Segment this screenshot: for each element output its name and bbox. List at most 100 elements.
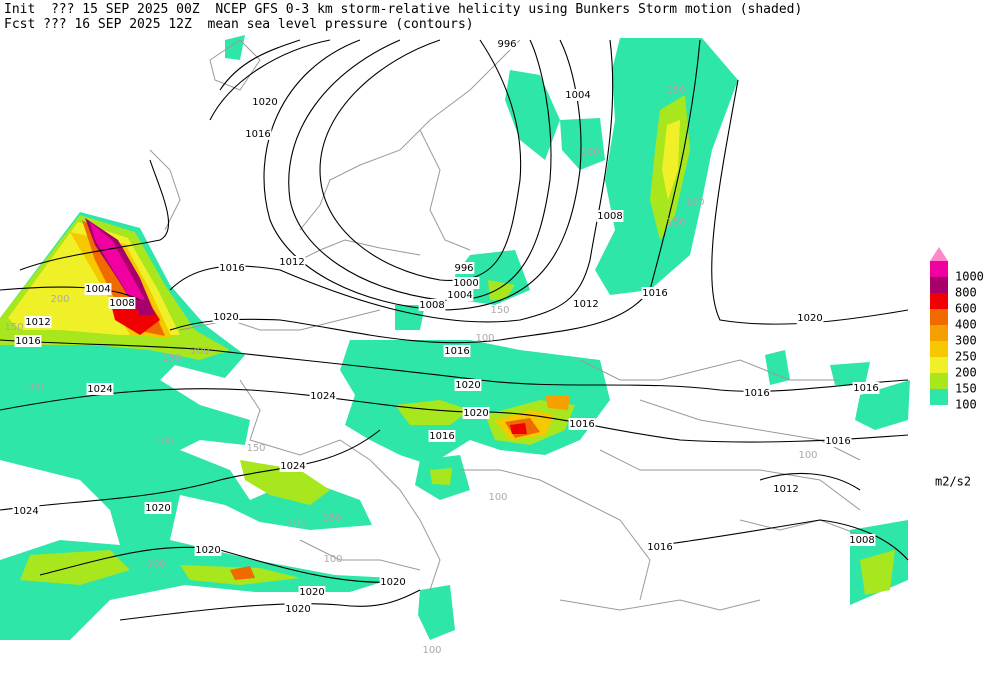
label-bg — [194, 544, 222, 556]
contour-label: 150 — [4, 322, 23, 333]
contour-label: 100 — [146, 559, 165, 570]
contour-label: 100 — [154, 436, 173, 447]
label-bg — [279, 460, 307, 472]
label-bg — [772, 483, 800, 495]
contour-label: 100 — [488, 492, 507, 503]
contour-label: 150 — [322, 513, 341, 524]
contour-label: 1016 — [444, 346, 469, 357]
contour-label: 1020 — [455, 380, 480, 391]
contour-label: 1016 — [219, 263, 244, 274]
label-bg — [244, 128, 272, 140]
label-bg — [452, 277, 480, 289]
label-bg — [309, 390, 337, 402]
legend-swatch — [930, 325, 948, 341]
contour-label: 1024 — [310, 391, 335, 402]
legend-swatch — [930, 389, 948, 405]
label-bg — [646, 541, 674, 553]
label-bg — [848, 534, 876, 546]
label-bg — [568, 418, 596, 430]
label-bg — [218, 262, 246, 274]
label-bg — [564, 89, 592, 101]
label-bg — [86, 383, 114, 395]
contour-label: 1024 — [13, 506, 38, 517]
contour-label: 1016 — [647, 542, 672, 553]
contour-label: 1004 — [447, 290, 472, 301]
legend-label: 200 — [955, 366, 977, 380]
contour-label: 200 — [190, 346, 209, 357]
label-bg — [278, 256, 306, 268]
contour-label: 100 — [422, 645, 441, 656]
label-bg — [641, 287, 669, 299]
contour-label: 1008 — [597, 211, 622, 222]
contour-label: 1012 — [773, 484, 798, 495]
contour-label: 996 — [497, 39, 516, 50]
contour-label: 1016 — [15, 336, 40, 347]
contour-label: 100 — [475, 333, 494, 344]
label-bg — [496, 38, 518, 50]
legend-label: 1000 — [955, 270, 984, 284]
contour-label: 996 — [454, 263, 473, 274]
contour-label: 1008 — [109, 298, 134, 309]
contour-label: 1016 — [744, 388, 769, 399]
legend-swatch — [930, 341, 948, 357]
contour-label: 100 — [580, 147, 599, 158]
label-bg — [428, 430, 456, 442]
contour-label: 100 — [24, 382, 43, 393]
contour-label: 1020 — [252, 97, 277, 108]
contour-label: 1020 — [145, 503, 170, 514]
legend-label: 300 — [955, 334, 977, 348]
label-bg — [572, 298, 600, 310]
contour-label: 100 — [323, 554, 342, 565]
contour-label: 100 — [798, 450, 817, 461]
legend-label: 400 — [955, 318, 977, 332]
label-bg — [454, 379, 482, 391]
legend-label: 600 — [955, 302, 977, 316]
label-bg — [462, 407, 490, 419]
legend-units: m2/s2 — [935, 475, 971, 489]
label-bg — [144, 502, 172, 514]
label-bg — [24, 316, 52, 328]
contour-label: 1008 — [419, 300, 444, 311]
contour-label: 1016 — [569, 419, 594, 430]
contour-label: 1012 — [279, 257, 304, 268]
contour-label: 1024 — [280, 461, 305, 472]
coastlines — [149, 39, 861, 611]
contour-label: 1024 — [87, 384, 112, 395]
contour-label: 1020 — [213, 312, 238, 323]
header-line: Fcst ??? 16 SEP 2025 12Z mean sea level … — [4, 17, 474, 32]
legend-label: 100 — [955, 398, 977, 412]
label-bg — [796, 312, 824, 324]
header-line: Init ??? 15 SEP 2025 00Z NCEP GFS 0-3 km… — [4, 2, 802, 17]
label-bg — [596, 210, 624, 222]
label-bg — [446, 289, 474, 301]
label-bg — [251, 96, 279, 108]
contour-label: 1020 — [463, 408, 488, 419]
label-bg — [12, 505, 40, 517]
contour-label: 150 — [490, 305, 509, 316]
label-bg — [84, 283, 112, 295]
contour-label: 1020 — [285, 604, 310, 615]
contour-label: 1016 — [853, 383, 878, 394]
legend-arrow — [930, 247, 948, 261]
contour-label: 1008 — [849, 535, 874, 546]
label-bg — [418, 299, 446, 311]
contour-label: 1020 — [797, 313, 822, 324]
label-bg — [284, 603, 312, 615]
contour-label: 150 — [666, 85, 685, 96]
label-bg — [743, 387, 771, 399]
label-bg — [379, 576, 407, 588]
label-bg — [443, 345, 471, 357]
legend-swatch — [930, 309, 948, 325]
contour-label: 1016 — [245, 129, 270, 140]
legend: 100 150 200 250 300 400 600 800 1000 m2/s2 — [930, 247, 984, 489]
contour-label: 1020 — [195, 545, 220, 556]
contour-label: 1016 — [429, 431, 454, 442]
label-bg — [212, 311, 240, 323]
contour-labels: 996 1020 1016 1004 150 100 1008 150 100 1012 1016 9… — [4, 38, 880, 656]
contour-label: 100 — [685, 197, 704, 208]
contour-label: 150 — [246, 443, 265, 454]
helicity-shading — [0, 35, 910, 640]
contour-label: 1004 — [85, 284, 110, 295]
legend-swatch — [930, 261, 948, 277]
